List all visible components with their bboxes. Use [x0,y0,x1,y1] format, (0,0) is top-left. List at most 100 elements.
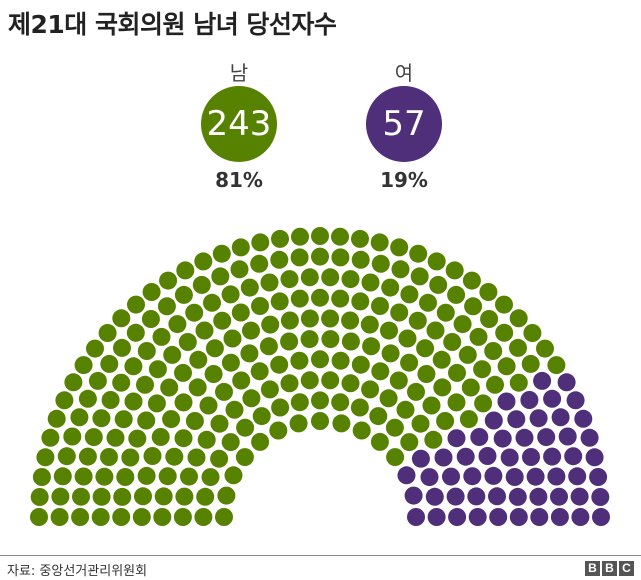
seat-dot [469,327,488,346]
seat-dot [409,244,428,263]
seat-dot [407,508,425,526]
seat-dot [495,295,513,314]
seat-dot [173,508,192,526]
seat-dot [505,468,524,486]
seat-dot [488,487,506,506]
seat-dot [143,447,162,465]
seat-dot [443,333,462,351]
seat-dot [32,468,51,486]
seat-dot [215,382,233,401]
seat-dot [398,329,417,348]
seat-dot [189,350,208,369]
seat-dot [416,339,435,358]
seat-dot [429,275,448,294]
seat-dot [495,323,514,342]
seat-dot [270,250,289,269]
seat-dot [142,283,161,301]
seat-dot [300,371,319,390]
bbc-logo-letter: B [602,561,617,576]
seat-dot [536,339,554,358]
seat-dot [408,311,427,330]
seat-dot [41,428,60,447]
seat-dot [250,254,269,273]
seat-dot [341,270,360,289]
seat-dot [434,448,453,467]
seat-dot [134,487,152,506]
seat-dot [371,362,390,381]
seat-dot [126,323,145,342]
seat-dot [447,393,466,412]
seat-dot [225,400,244,419]
seat-dot [447,285,466,304]
seat-dot [165,447,184,466]
seat-dot [351,292,370,311]
seat-dot [137,411,156,430]
bbc-logo-letter: B [585,561,600,576]
seat-dot [124,392,143,411]
seat-dot [64,373,83,392]
seat-dot [251,233,270,252]
seat-dot [331,351,350,370]
seat-dot [351,229,369,248]
seat-dot [270,292,289,311]
seat-dot [124,357,143,376]
seat-dot [158,467,177,486]
seat-dot [136,375,154,394]
seat-dot [92,487,111,506]
seat-dot [436,412,455,430]
seat-dot [591,488,610,506]
seat-dot [390,238,409,257]
seat-dot [215,508,233,526]
seat-dot [332,414,351,433]
seat-dot [445,261,464,280]
seat-dot [509,373,528,392]
seat-dot [543,389,562,408]
seat-dot [30,508,48,526]
seat-dot [463,467,482,486]
seat-dot [533,371,552,390]
seat-dot [509,338,527,357]
seat-dot [280,374,299,393]
bbc-logo: B B C [585,561,634,576]
seat-dot [371,297,389,315]
seat-dot [448,363,466,382]
seat-dot [585,448,604,467]
seat-dot [400,353,419,372]
seat-dot [331,289,350,308]
seat-dot [153,508,172,526]
seat-dot [178,333,197,351]
seat-dot [53,467,72,486]
seat-dot [459,410,478,429]
seat-dot [187,448,206,467]
male-label: 남 [229,61,249,85]
male-count-badge: 243 [201,86,277,162]
seat-dot [204,365,223,383]
seat-dot [497,357,516,376]
seat-dot [112,508,131,526]
seat-dot [100,448,118,466]
seat-dot [480,310,499,328]
seat-dot [72,487,90,506]
seat-dot [154,487,173,506]
seat-dot [127,295,145,314]
seat-dot [300,309,319,328]
seat-dot [217,486,236,505]
seat-dot [252,407,271,426]
seat-dot [456,447,475,466]
seat-dot [242,321,260,340]
footer-divider [0,555,641,556]
seat-dot [113,338,131,357]
seat-dot [152,327,171,346]
seat-dot [478,447,497,465]
seat-dot [379,389,398,408]
seat-dot [589,468,608,486]
seat-dot [404,486,423,505]
seat-dot [580,428,599,447]
seat-dot [361,273,380,292]
seat-dot [508,487,527,506]
seat-dot [121,448,140,467]
seat-dot [520,391,539,409]
seat-dot [174,285,193,304]
seat-dot [199,396,218,415]
seat-dot [407,382,425,401]
